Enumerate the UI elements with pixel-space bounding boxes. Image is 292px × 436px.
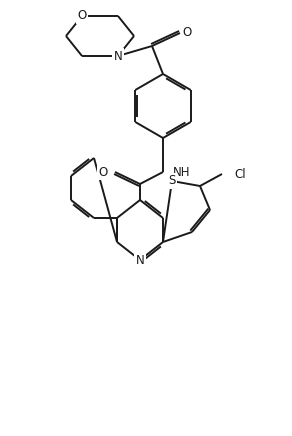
- Text: N: N: [135, 253, 144, 266]
- Text: NH: NH: [173, 166, 190, 178]
- Text: O: O: [77, 10, 87, 23]
- Text: N: N: [114, 50, 122, 62]
- Text: Cl: Cl: [234, 167, 246, 181]
- Text: O: O: [182, 27, 192, 40]
- Text: S: S: [168, 174, 176, 187]
- Text: O: O: [99, 166, 108, 178]
